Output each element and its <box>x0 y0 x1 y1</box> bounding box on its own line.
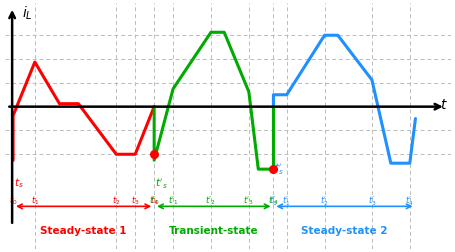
Text: Steady-state 2: Steady-state 2 <box>301 226 387 236</box>
Text: $t'_3$: $t'_3$ <box>243 195 254 207</box>
Text: $t_4'$: $t_4'$ <box>404 195 413 208</box>
Text: $t_0'$: $t_0'$ <box>268 195 277 208</box>
Text: $t_1$: $t_1$ <box>30 195 39 207</box>
Text: $t_1'$: $t_1'$ <box>282 195 290 208</box>
Text: $t'_2$: $t'_2$ <box>205 195 216 207</box>
Text: Steady-state 1: Steady-state 1 <box>40 226 126 236</box>
Text: $t_2$: $t_2$ <box>112 195 120 207</box>
Text: $t'_1$: $t'_1$ <box>167 195 178 207</box>
Text: Transient-state: Transient-state <box>169 226 258 236</box>
Text: $t_3$: $t_3$ <box>131 195 139 207</box>
Text: $t_4$: $t_4$ <box>150 195 158 207</box>
Text: $t_s$: $t_s$ <box>14 177 23 190</box>
Text: $t'_0$: $t'_0$ <box>148 195 159 207</box>
Text: $t_0$: $t_0$ <box>9 195 17 207</box>
Text: $t_2'$: $t_2'$ <box>320 195 328 208</box>
Text: $t_s'$: $t_s'$ <box>274 162 283 177</box>
Text: $t'_4$: $t'_4$ <box>267 195 278 207</box>
Text: $i_L$: $i_L$ <box>21 5 32 22</box>
Text: $t_3'$: $t_3'$ <box>367 195 375 208</box>
Text: $t$: $t$ <box>439 98 447 112</box>
Text: $t'_s$: $t'_s$ <box>155 177 167 191</box>
